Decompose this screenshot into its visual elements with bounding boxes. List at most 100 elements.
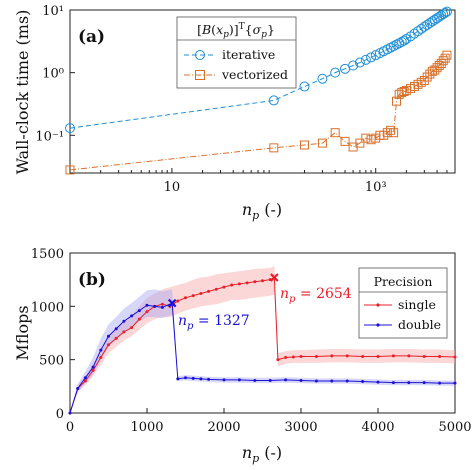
panel-a-legend-title: [B(xp)]T{σp} — [197, 22, 275, 40]
series-double-point — [130, 314, 134, 318]
series-single-point — [345, 354, 349, 358]
panel-b-x-tick-label: 3000 — [284, 420, 317, 435]
series-vectorized-point — [419, 75, 429, 85]
series-single-point — [361, 354, 365, 358]
series-single-point — [83, 379, 87, 383]
series-vectorized-point — [330, 128, 340, 138]
series-single-point — [237, 282, 241, 286]
panel-b-y-axis-label: Mflops — [13, 305, 32, 360]
panel-a-y-tick-label: 10¹ — [42, 4, 64, 19]
annotation-double-peak: np = 1327 — [178, 313, 250, 332]
series-double-point — [107, 334, 110, 338]
series-iterative-point — [354, 57, 365, 68]
panel-b-x-tick-label: 2000 — [207, 420, 240, 435]
legend-vectorized-label: vectorized — [221, 67, 288, 82]
panel-a-x-tick-label: 10³ — [365, 180, 387, 195]
series-vectorized-point — [397, 88, 407, 98]
series-vectorized-point — [392, 96, 402, 106]
series-single-point — [130, 326, 134, 330]
series-single-point — [184, 296, 187, 300]
series-iterative-point — [422, 19, 433, 30]
series-single-band — [70, 265, 455, 413]
series-double-point — [176, 377, 180, 381]
series-single-point — [114, 336, 118, 340]
series-iterative-point — [366, 52, 377, 63]
series-vectorized-point — [382, 128, 392, 138]
series-double-point — [284, 378, 288, 382]
panel-b-legend: Precision single double — [358, 267, 448, 339]
series-double-point — [199, 377, 203, 381]
series-vectorized-point — [386, 125, 396, 135]
series-single-point — [438, 354, 442, 358]
series-single-point — [122, 330, 126, 334]
legend-double-marker — [376, 323, 380, 327]
panel-b-axes-frame — [69, 252, 456, 414]
panel-b-label: (b) — [78, 270, 106, 290]
series-single-point — [407, 354, 411, 358]
panel-a-label: (a) — [78, 27, 105, 47]
series-double-point — [68, 411, 72, 415]
series-single-point — [191, 294, 195, 298]
series-single-point — [99, 356, 103, 360]
series-iterative-point — [419, 21, 430, 32]
series-double-point — [299, 378, 303, 382]
series-vectorized-point — [422, 72, 432, 82]
panel-a-series — [65, 6, 452, 175]
series-double-point — [137, 309, 141, 313]
panel-b-x-tick-label: 5000 — [438, 420, 471, 435]
series-iterative-point — [388, 41, 399, 52]
series-iterative-point — [348, 60, 359, 71]
legend-vectorized-marker — [195, 70, 205, 80]
panel-a-x-tick-label: 10 — [164, 180, 181, 195]
series-single-point — [91, 368, 95, 372]
series-vectorized-point — [340, 136, 350, 146]
series-single-point — [276, 358, 280, 362]
series-double-point — [207, 377, 211, 381]
series-iterative-point — [424, 18, 435, 29]
series-single-point — [330, 354, 334, 358]
panel-b-y-tick-label: 1000 — [31, 300, 64, 315]
series-single-point — [230, 283, 234, 287]
series-single-point — [376, 354, 380, 358]
series-iterative-point — [317, 73, 328, 84]
series-single-point — [199, 292, 203, 296]
panel-b-x-tick-label: 0 — [66, 420, 74, 435]
series-single-point — [160, 302, 164, 306]
panel-b: 0 1000 2000 3000 4000 5000 0 500 1000 1500 (b) Mf… — [13, 247, 472, 465]
series-iterative-point — [330, 67, 341, 78]
series-double-point — [391, 381, 395, 385]
series-iterative-point — [299, 81, 310, 92]
panel-b-x-tick-label: 4000 — [361, 420, 394, 435]
legend-iterative-label: iterative — [222, 47, 275, 62]
series-vectorized-point — [440, 53, 450, 63]
series-single-point — [261, 279, 264, 283]
series-double-point — [361, 380, 365, 384]
series-double-point — [114, 327, 118, 331]
series-double-point — [99, 348, 103, 352]
series-iterative-point — [65, 123, 75, 134]
series-double-point — [184, 376, 187, 380]
series-iterative-point — [394, 38, 405, 49]
series-vectorized-point — [361, 133, 371, 143]
series-iterative-point — [360, 54, 371, 65]
series-single-point — [291, 355, 295, 359]
series-iterative-point — [441, 6, 452, 17]
series-single-point — [314, 354, 318, 358]
series-vectorized-point — [299, 140, 309, 150]
panel-a-y-tick-label: 10⁰ — [42, 67, 64, 82]
series-single-point — [176, 299, 180, 303]
series-iterative-point — [409, 28, 420, 39]
panel-b-y-tick-label: 1500 — [31, 247, 64, 262]
panel-b-y-tick-label: 500 — [39, 354, 64, 369]
series-double-point — [453, 381, 457, 385]
series-single-point — [253, 280, 257, 284]
series-double-point — [438, 381, 442, 385]
series-vectorized-point — [442, 50, 452, 60]
series-double-point — [237, 378, 241, 382]
series-double-point — [376, 380, 380, 384]
panel-a-y-axis-label: Wall-clock time (ms) — [13, 10, 32, 175]
series-vectorized-point — [389, 128, 399, 138]
series-double-point — [268, 378, 272, 382]
series-double-point — [160, 305, 164, 309]
